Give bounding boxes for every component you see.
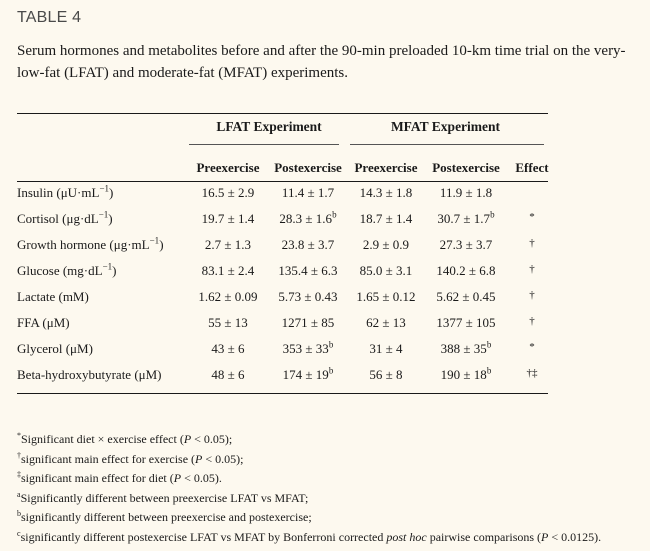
row-label: Growth hormone (μg·mL−1) (17, 235, 164, 252)
cell-effect: † (529, 236, 535, 249)
cell-effect: † (529, 314, 535, 327)
cell-effect: * (529, 340, 535, 353)
cell-mfat-pre: 85.0 ± 3.1 (359, 263, 413, 278)
column-header-mfat-post: Postexercise (432, 160, 500, 175)
cell-lfat-post: 5.73 ± 0.43 (278, 289, 338, 304)
top-rule (17, 113, 548, 114)
column-header-lfat-post: Postexercise (274, 160, 342, 175)
table-caption: Serum hormones and metabolites before an… (17, 43, 626, 81)
group-rule-lfat (189, 144, 339, 145)
row-label: Glycerol (μM) (17, 341, 93, 356)
cell-lfat-pre: 55 ± 13 (208, 315, 248, 330)
cell-mfat-post: 30.7 ± 1.7b (437, 209, 495, 226)
column-header-variable (17, 156, 189, 180)
row-label: Insulin (μU·mL−1) (17, 183, 114, 200)
footnote: *Significant diet × exercise effect (P <… (17, 431, 233, 446)
cell-lfat-post: 1271 ± 85 (281, 315, 335, 330)
table-row: Growth hormone (μg·mL−1) 2.7 ± 1.3 23.8 ± … (17, 232, 555, 258)
data-table: Preexercise Postexercise Preexercise Pos… (17, 156, 555, 388)
cell-lfat-post: 23.8 ± 3.7 (281, 237, 335, 252)
cell-mfat-post: 11.9 ± 1.8 (439, 185, 493, 200)
row-label: Cortisol (μg·dL−1) (17, 209, 113, 226)
table-row: Beta-hydroxybutyrate (μM) 48 ± 6 174 ± 19b… (17, 362, 555, 388)
cell-mfat-pre: 62 ± 13 (366, 315, 406, 330)
table-label: TABLE 4 (17, 9, 82, 26)
cell-mfat-pre: 2.9 ± 0.9 (362, 237, 410, 252)
table-row: Glucose (mg·dL−1) 83.1 ± 2.4 135.4 ± 6.3 85… (17, 258, 555, 284)
column-header-lfat-pre: Preexercise (196, 160, 260, 175)
cell-effect: † (529, 288, 535, 301)
cell-lfat-post: 174 ± 19b (282, 365, 334, 382)
cell-lfat-post: 11.4 ± 1.7 (281, 185, 335, 200)
table-row: Lactate (mM) 1.62 ± 0.09 5.73 ± 0.43 1.65 ±… (17, 284, 555, 310)
cell-mfat-post: 388 ± 35b (440, 339, 492, 356)
column-header-effect: Effect (515, 160, 549, 175)
cell-mfat-post: 190 ± 18b (440, 365, 492, 382)
cell-mfat-pre: 14.3 ± 1.8 (359, 185, 413, 200)
footnote: ‡significant main effect for diet (P < 0… (17, 470, 222, 485)
row-label: Beta-hydroxybutyrate (μM) (17, 367, 162, 382)
cell-lfat-pre: 16.5 ± 2.9 (201, 185, 255, 200)
table-row: FFA (μM) 55 ± 13 1271 ± 85 62 ± 13 1377 ± 10… (17, 310, 555, 336)
group-head-lfat: LFAT Experiment (216, 119, 322, 134)
cell-lfat-post: 135.4 ± 6.3 (278, 263, 338, 278)
row-label: Glucose (mg·dL−1) (17, 261, 117, 278)
cell-mfat-post: 1377 ± 105 (436, 315, 496, 330)
cell-mfat-post: 140.2 ± 6.8 (436, 263, 496, 278)
footnotes: *Significant diet × exercise effect (P <… (17, 428, 637, 545)
cell-mfat-pre: 56 ± 8 (369, 367, 403, 382)
cell-mfat-pre: 18.7 ± 1.4 (359, 211, 413, 226)
cell-lfat-pre: 48 ± 6 (211, 367, 245, 382)
table-row: Insulin (μU·mL−1) 16.5 ± 2.9 11.4 ± 1.7 14.… (17, 180, 555, 206)
cell-mfat-pre: 1.65 ± 0.12 (356, 289, 416, 304)
cell-mfat-post: 27.3 ± 3.7 (439, 237, 493, 252)
cell-lfat-pre: 83.1 ± 2.4 (201, 263, 255, 278)
footnote: †significant main effect for exercise (P… (17, 450, 244, 466)
cell-effect: * (529, 210, 535, 223)
footnote: csignificantly different postexercise LF… (17, 528, 602, 544)
cell-lfat-post: 28.3 ± 1.6b (279, 209, 337, 226)
column-header-row: Preexercise Postexercise Preexercise Pos… (17, 156, 555, 180)
table-row: Cortisol (μg·dL−1) 19.7 ± 1.4 28.3 ± 1.6b 1… (17, 206, 555, 232)
row-label: FFA (μM) (17, 315, 70, 330)
row-label: Lactate (mM) (17, 289, 89, 304)
cell-effect: † (529, 262, 535, 275)
cell-lfat-pre: 19.7 ± 1.4 (201, 211, 255, 226)
cell-lfat-pre: 43 ± 6 (211, 341, 245, 356)
cell-lfat-post: 353 ± 33b (282, 339, 334, 356)
cell-mfat-post: 5.62 ± 0.45 (436, 289, 496, 304)
cell-lfat-pre: 1.62 ± 0.09 (198, 289, 258, 304)
cell-effect (509, 180, 555, 206)
footnote: bsignificantly different between preexer… (17, 509, 312, 524)
table-row: Glycerol (μM) 43 ± 6 353 ± 33b 31 ± 4 388 ± … (17, 336, 555, 362)
cell-lfat-pre: 2.7 ± 1.3 (204, 237, 252, 252)
group-rule-mfat (350, 144, 544, 145)
cell-mfat-pre: 31 ± 4 (369, 341, 403, 356)
cell-effect: †‡ (526, 366, 538, 379)
footnote: aSignificantly different between preexer… (17, 489, 309, 505)
header-rule (17, 181, 548, 182)
column-header-mfat-pre: Preexercise (354, 160, 418, 175)
group-head-mfat: MFAT Experiment (390, 119, 501, 134)
bottom-rule (17, 393, 548, 394)
